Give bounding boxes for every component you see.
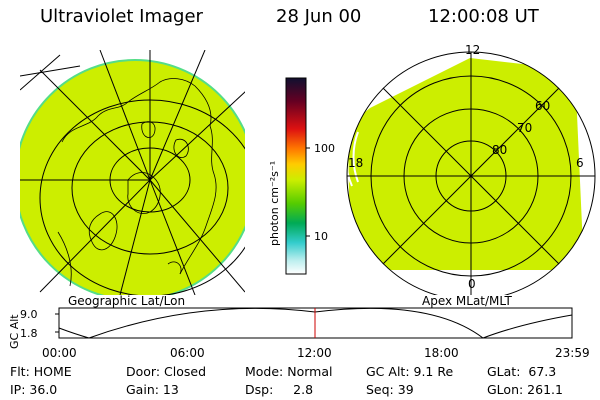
lat-label-80: 80	[492, 143, 507, 157]
info-flight: Flt: HOME	[10, 364, 72, 379]
time-label-2359: 23:59	[555, 346, 590, 360]
time-label: 12:00:08 UT	[428, 6, 539, 27]
timeline-tick-1-8: 1.8	[20, 327, 38, 340]
coastlines	[57, 78, 217, 287]
mlt-label-18: 18	[348, 156, 363, 170]
colorbar-label-100: 100	[314, 142, 335, 155]
timeline-tick-9: 9.0	[20, 308, 38, 321]
timeline-ylabel: GC Alt	[8, 314, 21, 349]
info-glat: GLat: 67.3	[487, 364, 557, 379]
info-ip: IP: 36.0	[10, 382, 58, 397]
orbit-timeline: GC Alt 9.0 1.8 00:00 06:00 12:00 18:00 2…	[8, 307, 590, 360]
colorbar-scale	[285, 77, 307, 275]
info-gc-alt: GC Alt: 9.1 Re	[366, 364, 454, 379]
time-label-0000: 00:00	[42, 346, 77, 360]
polar-grid	[346, 51, 596, 295]
colorbar: 100 10 photon cm⁻²s⁻¹	[268, 77, 335, 275]
info-door: Door: Closed	[126, 364, 207, 379]
lat-label-60: 60	[535, 99, 550, 113]
mlt-label-12: 12	[465, 43, 480, 57]
polar-plot: 12 18 6 0 60 70 80	[345, 43, 596, 295]
mlt-label-6: 6	[576, 156, 584, 170]
lat-lon-grid	[20, 50, 245, 295]
info-mode: Mode: Normal	[245, 364, 333, 379]
auroral-arc	[345, 127, 359, 187]
instrument-title: Ultraviolet Imager	[40, 6, 203, 27]
time-label-1800: 18:00	[424, 346, 459, 360]
colorbar-unit-label: photon cm⁻²s⁻¹	[268, 161, 281, 246]
info-glon: GLon: 261.1	[487, 382, 563, 397]
earth-disk	[20, 59, 245, 295]
info-seq: Seq: 39	[366, 382, 414, 397]
lat-label-70: 70	[517, 121, 532, 135]
mlt-label-0: 0	[468, 277, 476, 291]
date-label: 28 Jun 00	[276, 6, 362, 27]
info-gain: Gain: 13	[126, 382, 179, 397]
info-dsp: Dsp: 2.8	[245, 382, 314, 397]
colorbar-label-10: 10	[314, 230, 328, 243]
time-label-1200: 12:00	[297, 346, 332, 360]
right-panel-label: Apex MLat/MLT	[422, 294, 512, 308]
geographic-image	[20, 50, 245, 295]
left-panel-label: Geographic Lat/Lon	[68, 294, 186, 308]
time-label-0600: 06:00	[170, 346, 205, 360]
